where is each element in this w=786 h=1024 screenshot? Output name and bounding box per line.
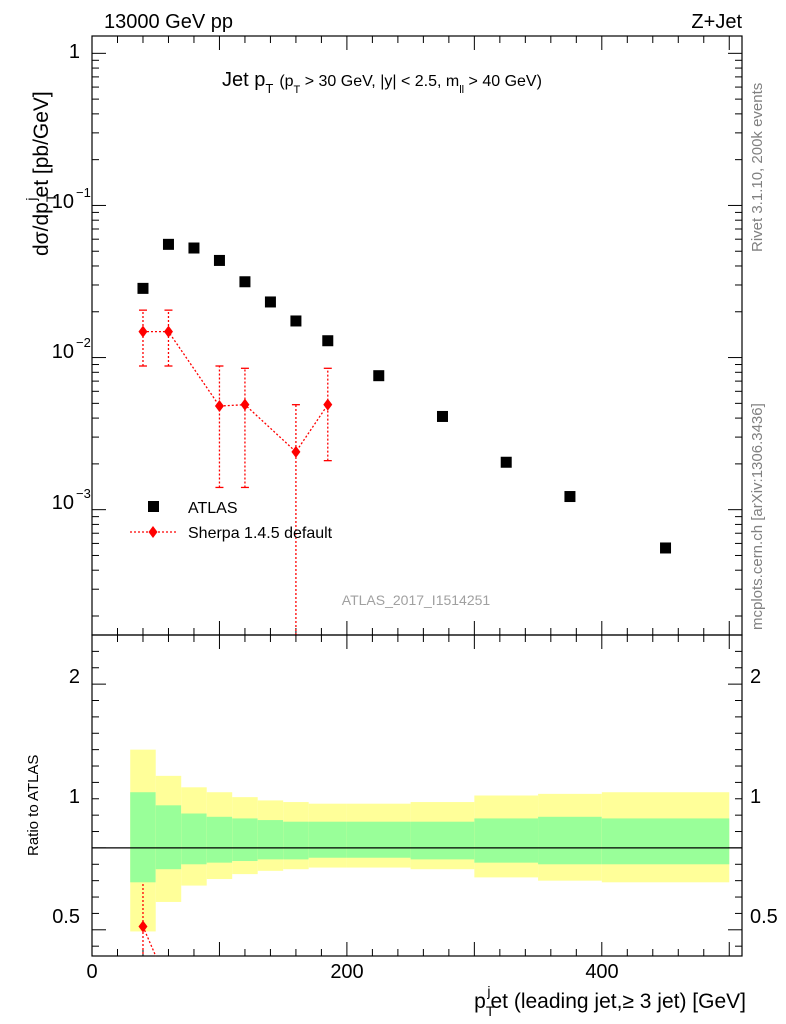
sherpa-point bbox=[163, 325, 173, 338]
ratio-sherpa-line bbox=[142, 926, 157, 957]
x-tick-label-400: 400 bbox=[585, 961, 618, 983]
ratio-inner-band bbox=[283, 821, 309, 860]
ratio-y-axis-label: Ratio to ATLAS bbox=[25, 755, 42, 856]
svg-text:10: 10 bbox=[52, 492, 74, 514]
atlas-point bbox=[137, 282, 149, 294]
ratio-y-tick-2-left: 2 bbox=[69, 666, 80, 688]
main-plot-area bbox=[91, 35, 743, 636]
legend-atlas-marker bbox=[148, 501, 159, 512]
mcplots-reference-label: mcplots.cern.ch [arXiv:1306.3436] bbox=[749, 403, 766, 630]
atlas-point bbox=[264, 296, 276, 308]
atlas-point bbox=[239, 276, 251, 288]
ratio-y-tick-1-left: 1 bbox=[69, 786, 80, 808]
legend-atlas-label: ATLAS bbox=[188, 500, 238, 517]
atlas-point bbox=[436, 410, 448, 422]
y-tick-label-1e-3: 10 −3 bbox=[52, 486, 91, 514]
y-tick-label-1e-1: 10 −1 bbox=[52, 185, 91, 213]
x-axis-label: pTjet (leading jet,≥ 3 jet) [GeV] bbox=[474, 983, 746, 1019]
svg-text:10: 10 bbox=[52, 341, 74, 363]
ratio-plot-area bbox=[91, 634, 743, 957]
ratio-sherpa-point bbox=[138, 920, 148, 933]
sherpa-point bbox=[291, 445, 301, 458]
ratio-inner-band bbox=[181, 813, 207, 865]
atlas-point bbox=[162, 238, 174, 250]
main-y-axis-label: dσ/dpTjet [pb/GeV] bbox=[23, 91, 59, 256]
legend: ATLAS Sherpa 1.4.5 default bbox=[130, 500, 333, 542]
ratio-inner-band bbox=[474, 818, 539, 863]
ratio-inner-band bbox=[410, 821, 475, 860]
ratio-uncertainty-bands bbox=[130, 749, 730, 932]
ratio-inner-band bbox=[538, 816, 602, 865]
ratio-inner-band bbox=[130, 792, 156, 883]
legend-sherpa-marker bbox=[148, 526, 158, 538]
x-tick-label-0: 0 bbox=[86, 961, 97, 983]
main-series-layer bbox=[137, 238, 672, 635]
ratio-inner-band bbox=[308, 821, 347, 858]
ratio-frame bbox=[91, 634, 743, 957]
ratio-inner-band bbox=[601, 818, 730, 865]
main-frame bbox=[91, 35, 743, 636]
ratio-inner-band bbox=[346, 821, 411, 858]
atlas-point bbox=[373, 370, 385, 382]
atlas-point bbox=[500, 456, 512, 468]
atlas-point bbox=[564, 491, 576, 503]
svg-text:−1: −1 bbox=[76, 185, 91, 200]
svg-text:−3: −3 bbox=[76, 486, 91, 501]
ratio-y-tick-05-right: 0.5 bbox=[750, 906, 778, 928]
atlas-point bbox=[322, 335, 334, 347]
ratio-series-layer bbox=[138, 883, 157, 957]
x-tick-label-200: 200 bbox=[330, 961, 363, 983]
ratio-y-tick-05-left: 0.5 bbox=[52, 906, 80, 928]
atlas-point bbox=[660, 542, 672, 554]
legend-sherpa-label: Sherpa 1.4.5 default bbox=[188, 525, 333, 542]
ratio-y-tick-2-right: 2 bbox=[750, 666, 761, 688]
sherpa-point bbox=[138, 325, 148, 338]
ratio-inner-band bbox=[206, 816, 233, 863]
sherpa-point bbox=[323, 398, 333, 411]
analysis-watermark: ATLAS_2017_I1514251 bbox=[342, 592, 491, 608]
y-tick-label-1: 1 bbox=[69, 41, 80, 63]
y-tick-label-1e-2: 10 −2 bbox=[52, 335, 91, 363]
ratio-inner-band bbox=[257, 820, 284, 860]
atlas-point bbox=[213, 254, 225, 266]
rivet-version-label: Rivet 3.1.10, 200k events bbox=[749, 83, 766, 252]
svg-text:−2: −2 bbox=[76, 335, 91, 350]
collision-energy-label: 13000 GeV pp bbox=[104, 11, 233, 33]
atlas-point bbox=[290, 315, 302, 327]
ratio-y-tick-1-right: 1 bbox=[750, 786, 761, 808]
sherpa-line bbox=[142, 331, 329, 453]
svg-text:10: 10 bbox=[52, 191, 74, 213]
process-label: Z+Jet bbox=[691, 11, 742, 33]
main-x-axis-ticks bbox=[91, 36, 730, 635]
atlas-point bbox=[188, 242, 200, 254]
main-y-axis-ticks bbox=[92, 52, 742, 617]
sherpa-point bbox=[214, 400, 224, 413]
plot-title: Jet pT (pT > 30 GeV, |y| < 2.5, mll > 40 … bbox=[222, 69, 542, 96]
sherpa-point bbox=[240, 398, 250, 411]
ratio-inner-band bbox=[232, 818, 258, 862]
ratio-inner-band bbox=[155, 805, 182, 870]
